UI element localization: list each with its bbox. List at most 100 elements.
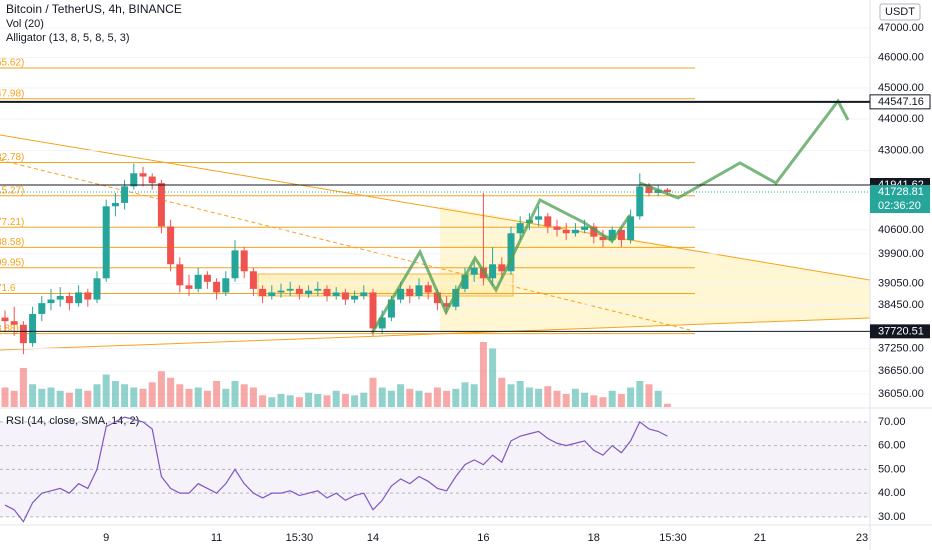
candle-body — [75, 292, 83, 304]
candle-body — [581, 226, 589, 230]
candle-body — [139, 173, 147, 177]
candle-body — [645, 186, 653, 193]
volume-bar — [599, 397, 607, 407]
candle-body — [452, 288, 460, 307]
volume-bar — [424, 392, 432, 407]
candle-body — [341, 292, 349, 300]
fib-label: 99.95) — [0, 257, 24, 268]
candle-body — [590, 226, 598, 237]
candle-body — [332, 292, 340, 296]
candle-body — [387, 299, 395, 318]
candle-body — [507, 233, 515, 272]
volume-bar — [176, 384, 184, 407]
candle-body — [553, 226, 561, 230]
volume-bar — [148, 382, 156, 407]
fib-label: 71.6 — [0, 283, 16, 294]
volume-bar — [387, 390, 395, 407]
projection-path — [639, 98, 850, 200]
volume-bar — [65, 392, 73, 407]
candle-body — [535, 216, 543, 220]
price-label: 44547.16 — [878, 96, 924, 108]
volume-bar — [415, 390, 423, 407]
y-tick-label: 38450.00 — [878, 299, 924, 311]
candle-body — [443, 303, 451, 307]
range-box — [257, 273, 514, 297]
volume-bar — [38, 388, 46, 407]
volume-bar — [351, 395, 359, 407]
volume-bar — [332, 390, 340, 407]
volume-bar — [305, 392, 313, 407]
volume-bar — [544, 386, 552, 407]
candle-body — [470, 267, 478, 275]
volume-bar — [1, 387, 9, 407]
volume-bar — [590, 395, 598, 407]
x-tick-label: 14 — [367, 532, 379, 544]
fib-label: 88.58) — [0, 237, 24, 248]
fib-label: 77.21) — [0, 217, 24, 228]
candle-body — [222, 278, 230, 293]
volume-bar — [111, 381, 119, 407]
price-label-box — [870, 185, 930, 200]
candle-body — [461, 274, 469, 289]
candle-body — [213, 281, 221, 293]
x-tick-label: 23 — [856, 532, 868, 544]
y-tick-label: 39900.00 — [878, 248, 924, 260]
countdown-box — [870, 199, 930, 214]
countdown: 02:36:20 — [878, 200, 921, 212]
volume-bar — [479, 342, 487, 407]
trend-line — [0, 134, 871, 281]
volume-bar — [452, 388, 460, 407]
pattern-path — [370, 197, 632, 334]
volume-bar — [470, 384, 478, 407]
volume-bar — [489, 348, 497, 407]
fib-label: 55.62) — [0, 58, 24, 69]
volume-bar — [222, 388, 230, 407]
y-tick-label: 36650.00 — [878, 365, 924, 377]
candle-body — [203, 274, 211, 282]
price-label: 37720.51 — [878, 325, 924, 337]
volume-bar — [47, 387, 55, 407]
candle-body — [397, 288, 405, 300]
fib-label: 47.98) — [0, 88, 24, 99]
y-tick-label: 39050.00 — [878, 277, 924, 289]
candle-body — [194, 274, 202, 289]
volume-bar — [397, 384, 405, 407]
candle-body — [323, 288, 331, 296]
candle-body — [498, 264, 506, 272]
volume-bar — [75, 388, 83, 407]
candle-body — [489, 264, 497, 279]
volume-bar — [562, 394, 570, 407]
volume-bar — [627, 387, 635, 407]
candle-body — [19, 324, 27, 344]
candle-body — [314, 288, 322, 291]
y-tick-label: 37250.00 — [878, 343, 924, 355]
volume-bar — [323, 395, 331, 407]
y-tick-label: 47000.00 — [878, 22, 924, 34]
rsi-tick-label: 30.00 — [878, 511, 906, 523]
volume-bar — [341, 394, 349, 407]
candle-body — [571, 229, 579, 234]
volume-bar — [314, 394, 322, 407]
y-tick-label: 45000.00 — [878, 82, 924, 94]
x-tick-label: 21 — [754, 532, 766, 544]
candle-body — [378, 317, 386, 329]
candle-body — [617, 229, 625, 241]
volume-bar — [571, 388, 579, 407]
indicator-label: Alligator (13, 8, 5, 8, 5, 3) — [6, 32, 130, 44]
candle-body — [240, 250, 248, 272]
volume-bar — [461, 382, 469, 407]
x-tick-label: 9 — [103, 532, 109, 544]
rsi-label: RSI (14, close, SMA, 14, 2) — [6, 415, 139, 427]
volume-bar — [525, 387, 533, 407]
candle-body — [351, 295, 359, 300]
candle-body — [84, 292, 92, 300]
candle-body — [424, 285, 432, 293]
volume-bar — [286, 395, 294, 407]
volume-bar — [581, 392, 589, 407]
y-tick-label: 36050.00 — [878, 388, 924, 400]
candle-body — [111, 202, 119, 207]
volume-bar — [277, 394, 285, 407]
candle-body — [231, 250, 239, 279]
candle-body — [157, 183, 165, 227]
